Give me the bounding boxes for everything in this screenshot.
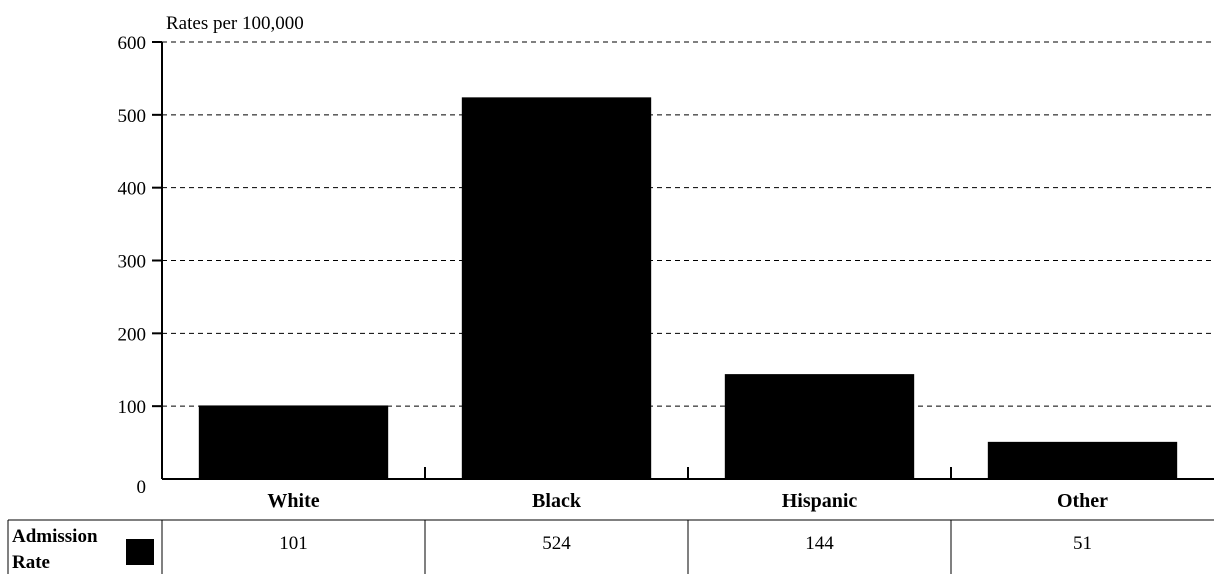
table-row-label-line1: Admission [12,526,98,547]
table-row-label-line2: Rate [12,552,50,573]
legend-swatch [126,539,154,565]
x-category-labels: White Black Hispanic Other [267,467,1108,512]
y-tick-label: 400 [118,179,147,200]
x-category-label: Hispanic [782,490,858,512]
y-axis-title: Rates per 100,000 [166,13,304,34]
table-cell-value: 524 [542,533,571,554]
y-tick-label: 600 [118,33,147,54]
table-cell-value: 101 [279,533,308,554]
grid-lines [152,41,1214,408]
table-cells: 101 524 144 51 [279,533,1092,554]
y-tick-label: 0 [137,477,147,498]
bar [724,374,915,479]
y-tick-labels: 0 100 200 300 400 500 600 [118,33,147,498]
y-tick-label: 500 [118,106,147,127]
table-cell-value: 144 [805,533,834,554]
data-table: Admission Rate [7,519,1214,574]
x-category-label: White [267,490,319,512]
y-tick-label: 200 [118,324,147,345]
bar [198,405,389,479]
table-cell-value: 51 [1073,533,1092,554]
bar [987,441,1178,479]
x-category-label: Black [532,490,582,512]
bar [461,97,652,479]
bars [198,97,1178,479]
y-tick-label: 300 [118,252,147,273]
y-tick-label: 100 [118,397,147,418]
x-category-label: Other [1057,490,1108,512]
